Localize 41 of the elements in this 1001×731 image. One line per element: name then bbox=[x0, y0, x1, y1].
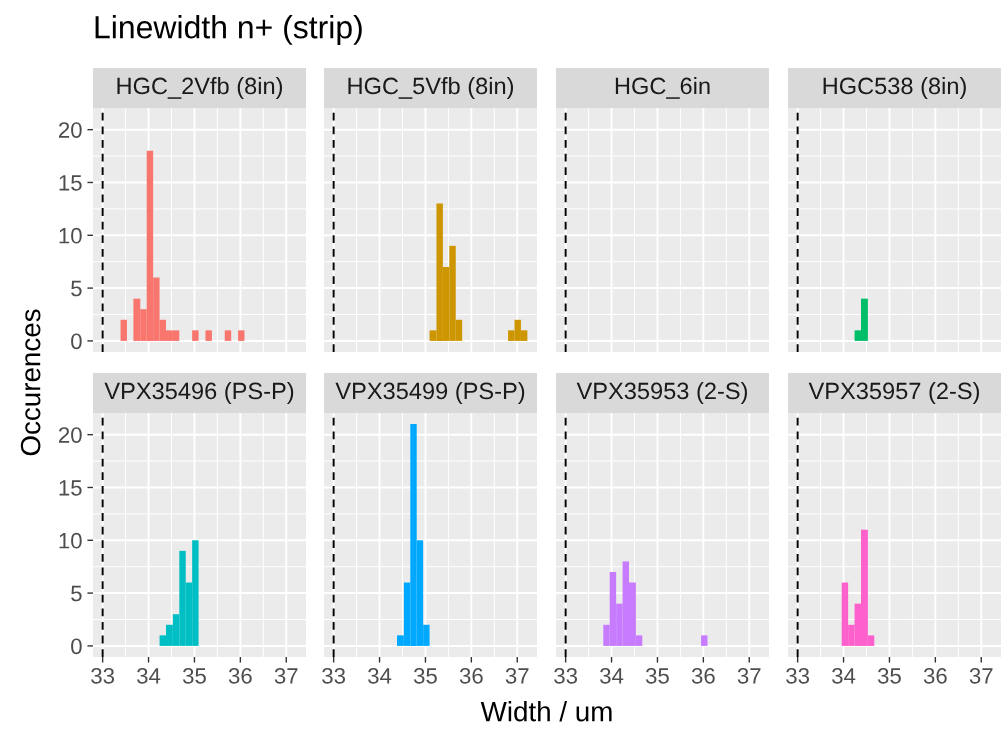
x-tick-label: 35 bbox=[182, 668, 206, 684]
y-tick-label: 5 bbox=[71, 280, 82, 297]
chart-title: VPX35499 (PS-P) bbox=[335, 381, 525, 404]
chart-title: HGC538 (8in) bbox=[823, 77, 966, 99]
text: Width / um bbox=[480, 701, 612, 722]
x-tick-label: 34 bbox=[137, 668, 161, 684]
y-tick-label: 15 bbox=[59, 480, 82, 496]
x-tick-label: 35 bbox=[645, 668, 669, 684]
x-tick-label: 35 bbox=[413, 668, 437, 684]
x-tick-label: 36 bbox=[923, 668, 947, 684]
y-tick-label: 20 bbox=[58, 427, 82, 443]
x-tick-label: 37 bbox=[274, 668, 298, 684]
y-tick-label: 10 bbox=[59, 532, 82, 549]
x-tick-label: 35 bbox=[877, 668, 901, 684]
x-tick-label: 37 bbox=[737, 668, 761, 684]
chart-title: VPX35496 (PS-P) bbox=[104, 381, 294, 404]
x-tick-label: 34 bbox=[600, 668, 624, 684]
x-tick-label: 33 bbox=[322, 668, 346, 684]
y-tick-label: 0 bbox=[71, 638, 82, 655]
chart-title: VPX35953 (2-S) bbox=[576, 381, 747, 404]
x-tick-label: 37 bbox=[505, 668, 529, 684]
text: Occurences bbox=[20, 309, 41, 456]
y-tick-label: 20 bbox=[58, 122, 82, 138]
x-tick-label: 36 bbox=[691, 668, 715, 684]
chart-title: HGC_5Vfb (8in) bbox=[348, 77, 514, 99]
y-tick-label: 0 bbox=[71, 333, 82, 350]
y-tick-label: 15 bbox=[59, 175, 82, 191]
text: Linewidth n+ (strip) bbox=[95, 15, 362, 45]
x-tick-label: 36 bbox=[228, 668, 252, 684]
x-tick-label: 33 bbox=[91, 668, 115, 684]
x-tick-label: 33 bbox=[554, 668, 578, 684]
y-tick-label: 5 bbox=[71, 585, 82, 602]
chart-title: HGC_6in bbox=[615, 77, 710, 99]
x-tick-label: 36 bbox=[459, 668, 483, 684]
chart-title: VPX35957 (2-S) bbox=[808, 381, 979, 404]
x-tick-label: 33 bbox=[786, 668, 810, 684]
x-tick-label: 34 bbox=[832, 668, 856, 684]
x-tick-label: 34 bbox=[368, 668, 392, 684]
y-tick-label: 10 bbox=[59, 227, 82, 244]
x-tick-label: 37 bbox=[969, 668, 993, 684]
chart-title: HGC_2Vfb (8in) bbox=[117, 77, 283, 99]
